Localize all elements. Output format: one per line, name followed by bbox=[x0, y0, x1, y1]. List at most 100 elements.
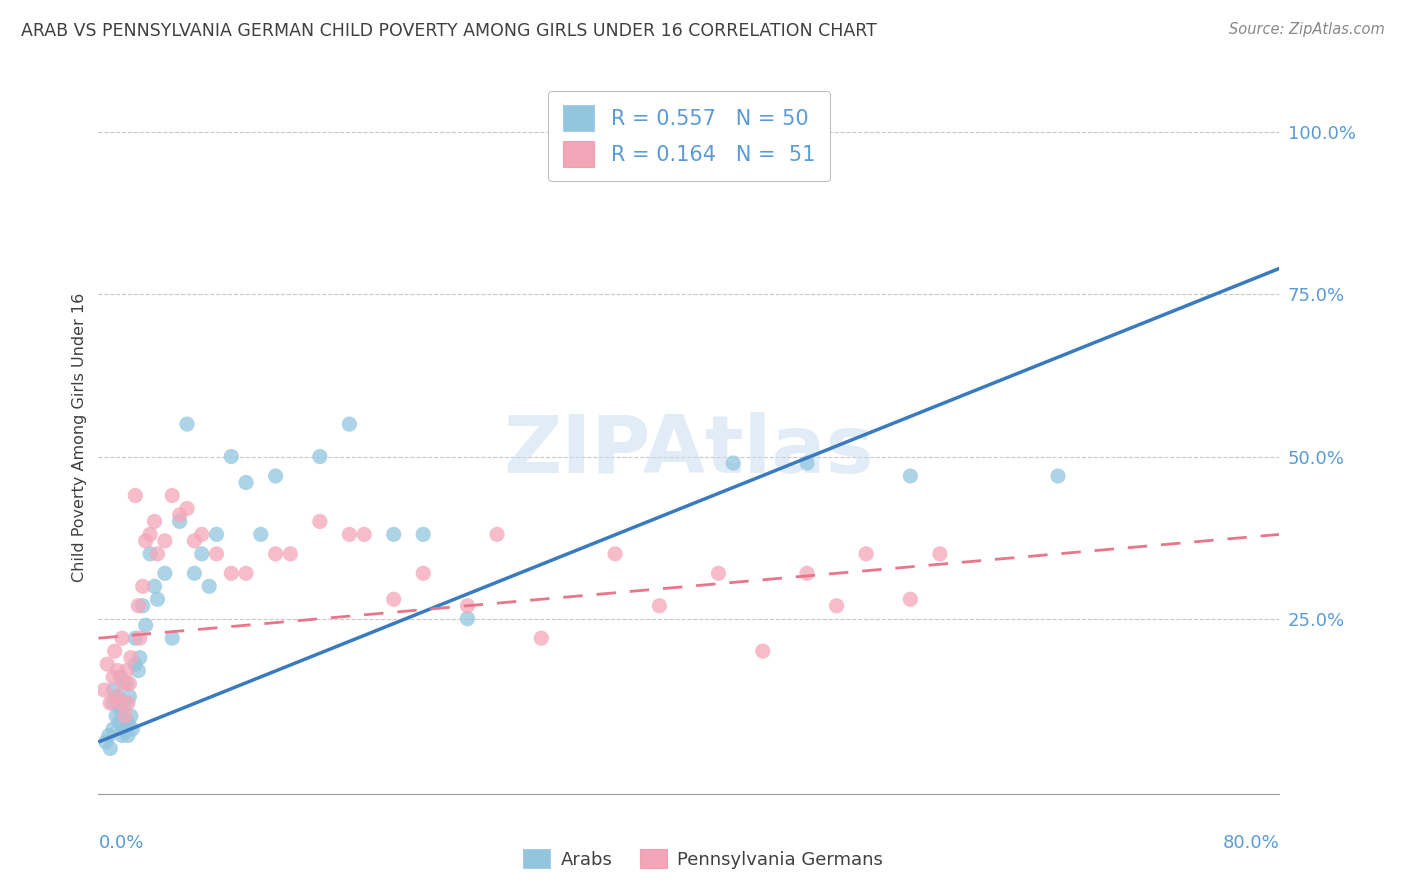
Point bbox=[751, 644, 773, 658]
Point bbox=[124, 488, 146, 502]
Point bbox=[339, 527, 360, 541]
Point bbox=[205, 527, 228, 541]
Text: ARAB VS PENNSYLVANIA GERMAN CHILD POVERTY AMONG GIRLS UNDER 16 CORRELATION CHART: ARAB VS PENNSYLVANIA GERMAN CHILD POVERT… bbox=[21, 22, 877, 40]
Point bbox=[94, 735, 117, 749]
Point bbox=[309, 515, 332, 529]
Point bbox=[103, 670, 125, 684]
Point bbox=[605, 547, 627, 561]
Point bbox=[121, 722, 143, 736]
Point bbox=[120, 709, 142, 723]
Point bbox=[139, 547, 162, 561]
Point bbox=[117, 715, 139, 730]
Text: Source: ZipAtlas.com: Source: ZipAtlas.com bbox=[1229, 22, 1385, 37]
Point bbox=[124, 631, 146, 645]
Point bbox=[412, 527, 434, 541]
Point bbox=[855, 547, 877, 561]
Point bbox=[135, 533, 157, 548]
Text: ZIPAtlas: ZIPAtlas bbox=[503, 412, 875, 491]
Point bbox=[456, 612, 478, 626]
Point bbox=[900, 592, 922, 607]
Point bbox=[98, 741, 121, 756]
Point bbox=[146, 547, 169, 561]
Point bbox=[110, 670, 132, 684]
Point bbox=[111, 729, 134, 743]
Point bbox=[107, 690, 129, 704]
Point bbox=[825, 599, 848, 613]
Point bbox=[128, 631, 150, 645]
Point bbox=[928, 547, 950, 561]
Point bbox=[382, 592, 405, 607]
Point bbox=[105, 709, 128, 723]
Point bbox=[176, 417, 198, 431]
Point bbox=[115, 664, 138, 678]
Point bbox=[143, 515, 166, 529]
Point bbox=[169, 515, 191, 529]
Point bbox=[198, 579, 221, 593]
Point bbox=[264, 547, 287, 561]
Point bbox=[153, 566, 176, 581]
Point bbox=[264, 469, 287, 483]
Point bbox=[96, 657, 118, 672]
Point bbox=[235, 566, 257, 581]
Point bbox=[530, 631, 553, 645]
Point bbox=[112, 676, 135, 690]
Point bbox=[112, 722, 135, 736]
Point bbox=[162, 488, 183, 502]
Point bbox=[105, 690, 128, 704]
Point bbox=[412, 566, 434, 581]
Point bbox=[107, 664, 129, 678]
Point bbox=[648, 599, 671, 613]
Point bbox=[114, 696, 136, 710]
Legend: R = 0.557   N = 50, R = 0.164   N =  51: R = 0.557 N = 50, R = 0.164 N = 51 bbox=[548, 91, 830, 181]
Point bbox=[110, 702, 132, 716]
Point bbox=[143, 579, 166, 593]
Point bbox=[353, 527, 375, 541]
Point bbox=[723, 456, 745, 470]
Point bbox=[382, 527, 405, 541]
Legend: Arabs, Pennsylvania Germans: Arabs, Pennsylvania Germans bbox=[516, 842, 890, 876]
Point bbox=[103, 696, 125, 710]
Point bbox=[900, 469, 922, 483]
Text: 0.0%: 0.0% bbox=[98, 834, 143, 852]
Text: 80.0%: 80.0% bbox=[1223, 834, 1279, 852]
Point bbox=[127, 599, 149, 613]
Point bbox=[111, 631, 134, 645]
Point bbox=[219, 450, 242, 464]
Point bbox=[153, 533, 176, 548]
Point bbox=[115, 676, 138, 690]
Point bbox=[124, 657, 146, 672]
Point bbox=[205, 547, 228, 561]
Point bbox=[108, 715, 131, 730]
Point bbox=[127, 664, 149, 678]
Point bbox=[486, 527, 509, 541]
Point bbox=[120, 650, 142, 665]
Point bbox=[110, 696, 132, 710]
Point bbox=[176, 501, 198, 516]
Point bbox=[117, 729, 139, 743]
Point bbox=[796, 456, 818, 470]
Point bbox=[146, 592, 169, 607]
Point bbox=[183, 566, 205, 581]
Point bbox=[183, 533, 205, 548]
Point bbox=[117, 696, 139, 710]
Point bbox=[97, 729, 120, 743]
Point bbox=[162, 631, 183, 645]
Point bbox=[118, 676, 141, 690]
Point bbox=[1046, 469, 1069, 483]
Point bbox=[309, 450, 332, 464]
Point bbox=[278, 547, 302, 561]
Point bbox=[98, 696, 121, 710]
Point bbox=[135, 618, 157, 632]
Point bbox=[191, 527, 214, 541]
Point bbox=[118, 690, 141, 704]
Point bbox=[796, 566, 818, 581]
Point bbox=[169, 508, 191, 522]
Point bbox=[707, 566, 730, 581]
Point bbox=[132, 599, 155, 613]
Point bbox=[132, 579, 155, 593]
Point bbox=[93, 683, 115, 698]
Point bbox=[103, 683, 125, 698]
Point bbox=[128, 650, 150, 665]
Point bbox=[235, 475, 257, 490]
Point bbox=[250, 527, 273, 541]
